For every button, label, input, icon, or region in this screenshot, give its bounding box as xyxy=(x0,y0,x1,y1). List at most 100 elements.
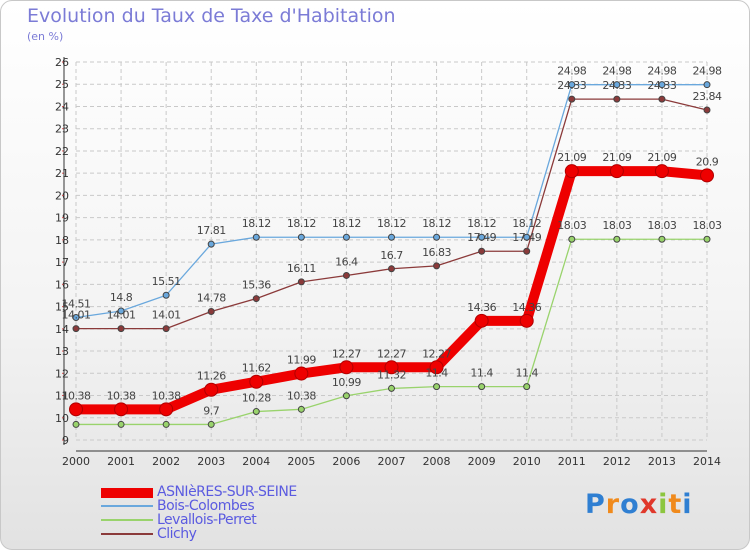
x-tick-label: 2004 xyxy=(242,455,270,468)
data-point-levallois-perret xyxy=(613,235,621,243)
chart-title: Evolution du Taux de Taxe d'Habitation xyxy=(27,5,396,27)
data-point-bois-colombes xyxy=(703,81,711,89)
data-point-bois-colombes xyxy=(478,233,486,241)
y-tick-label: 23 xyxy=(55,123,69,136)
data-label-asnieres: 10.38 xyxy=(62,389,91,402)
data-label-bois-colombes: 14.8 xyxy=(110,291,133,304)
y-tick-label: 9 xyxy=(62,434,69,447)
data-point-levallois-perret xyxy=(703,235,711,243)
data-label-bois-colombes: 15.51 xyxy=(152,275,181,288)
x-tick-label: 2000 xyxy=(62,455,90,468)
data-point-asnieres xyxy=(114,402,129,417)
data-point-levallois-perret xyxy=(117,420,125,428)
data-point-bois-colombes xyxy=(252,233,260,241)
x-tick-label: 2013 xyxy=(648,455,676,468)
data-label-clichy: 16.11 xyxy=(287,262,316,275)
data-label-asnieres: 14.36 xyxy=(512,301,541,314)
data-label-clichy: 24.33 xyxy=(557,79,586,92)
data-label-asnieres: 11.26 xyxy=(197,370,226,383)
data-point-bois-colombes xyxy=(162,291,170,299)
data-point-clichy xyxy=(523,247,531,255)
data-point-asnieres xyxy=(159,402,174,417)
data-label-clichy: 16.83 xyxy=(422,246,451,259)
data-label-levallois-perret: 9.7 xyxy=(203,404,219,417)
x-tick-label: 2005 xyxy=(287,455,315,468)
x-tick-label: 2003 xyxy=(197,455,225,468)
data-label-bois-colombes: 14.51 xyxy=(62,297,91,310)
data-point-bois-colombes xyxy=(613,81,621,89)
data-point-clichy xyxy=(117,325,125,333)
data-label-levallois-perret: 11.4 xyxy=(470,367,493,380)
logo-letter: o xyxy=(620,489,640,520)
data-label-levallois-perret: 11.4 xyxy=(515,367,538,380)
legend-label-clichy: Clichy xyxy=(157,526,197,542)
x-tick-label: 2007 xyxy=(378,455,406,468)
data-point-bois-colombes xyxy=(117,307,125,315)
data-label-asnieres: 12.27 xyxy=(332,347,361,360)
logo-letter: P xyxy=(585,489,606,520)
legend-swatch-levallois-perret xyxy=(101,519,153,521)
x-tick-label: 2014 xyxy=(693,455,721,468)
data-point-asnieres xyxy=(700,168,714,183)
data-label-asnieres: 20.9 xyxy=(696,155,719,168)
data-point-clichy xyxy=(388,265,395,273)
data-label-clichy: 15.36 xyxy=(242,279,271,292)
data-label-bois-colombes: 24.98 xyxy=(693,65,722,78)
data-point-clichy xyxy=(252,295,260,303)
data-point-asnieres xyxy=(204,382,219,397)
data-point-bois-colombes xyxy=(433,233,441,241)
data-label-asnieres: 11.99 xyxy=(287,354,316,367)
data-point-asnieres xyxy=(384,360,399,375)
legend-swatch-asnieres xyxy=(101,488,153,498)
data-label-asnieres: 21.09 xyxy=(557,151,586,164)
data-label-asnieres: 21.09 xyxy=(602,151,631,164)
legend-label-levallois-perret: Levallois-Perret xyxy=(157,512,257,528)
data-point-clichy xyxy=(342,271,350,279)
x-tick-label: 2009 xyxy=(468,455,496,468)
data-point-levallois-perret xyxy=(658,235,666,243)
data-label-bois-colombes: 18.12 xyxy=(332,217,361,230)
data-label-clichy: 14.01 xyxy=(152,309,181,322)
data-label-bois-colombes: 18.12 xyxy=(512,217,541,230)
data-label-asnieres: 12.27 xyxy=(422,347,451,360)
data-point-levallois-perret xyxy=(433,383,441,391)
logo-letter: i xyxy=(658,489,669,520)
data-label-levallois-perret: 11.32 xyxy=(377,368,406,381)
data-label-levallois-perret: 18.03 xyxy=(557,219,586,232)
data-point-bois-colombes xyxy=(568,81,576,89)
data-point-bois-colombes xyxy=(297,233,305,241)
data-point-bois-colombes xyxy=(658,81,666,89)
data-label-bois-colombes: 18.12 xyxy=(422,217,451,230)
x-tick-label: 2001 xyxy=(107,455,135,468)
data-point-clichy xyxy=(478,247,486,255)
data-point-levallois-perret xyxy=(523,383,531,391)
data-label-asnieres: 11.62 xyxy=(242,362,271,375)
data-label-bois-colombes: 24.98 xyxy=(602,65,631,78)
chart-unit-label: (en %) xyxy=(27,30,64,43)
data-label-bois-colombes: 18.12 xyxy=(242,217,271,230)
data-label-asnieres: 14.36 xyxy=(467,301,496,314)
data-label-clichy: 24.33 xyxy=(602,79,631,92)
data-label-levallois-perret: 10.99 xyxy=(332,376,361,389)
data-point-levallois-perret xyxy=(252,408,260,416)
data-point-clichy xyxy=(207,307,215,315)
data-label-bois-colombes: 24.98 xyxy=(647,65,676,78)
x-tick-label: 2011 xyxy=(558,455,586,468)
data-point-asnieres xyxy=(249,374,264,389)
x-tick-label: 2008 xyxy=(423,455,451,468)
data-label-levallois-perret: 18.03 xyxy=(647,219,676,232)
data-point-bois-colombes xyxy=(72,313,80,321)
logo-letter: x xyxy=(639,489,659,520)
data-point-asnieres xyxy=(69,402,83,417)
data-label-bois-colombes: 18.12 xyxy=(377,217,406,230)
data-point-levallois-perret xyxy=(72,420,80,428)
legend-swatch-clichy xyxy=(101,533,153,535)
data-label-levallois-perret: 18.03 xyxy=(693,219,722,232)
data-label-asnieres: 10.38 xyxy=(107,389,136,402)
data-label-asnieres: 10.38 xyxy=(152,389,181,402)
data-label-levallois-perret: 10.38 xyxy=(287,389,316,402)
data-point-clichy xyxy=(703,106,711,114)
x-tick-label: 2006 xyxy=(332,455,360,468)
